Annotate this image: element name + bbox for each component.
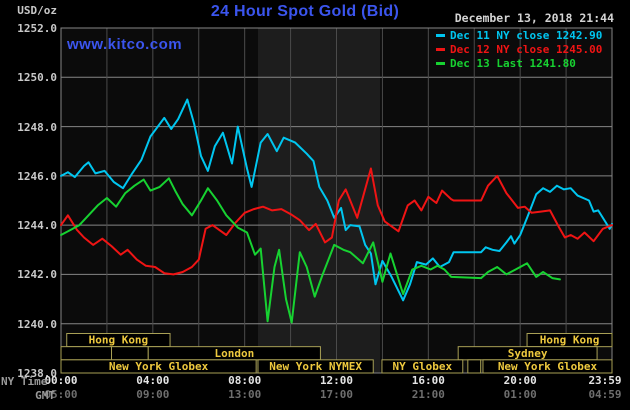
y-tick-label: 1242.0 <box>17 268 57 282</box>
nymex-session-band <box>257 28 381 373</box>
gmt-axis-caption: GMT <box>35 389 55 402</box>
legend-dash-icon <box>436 61 445 65</box>
session-box-new-york-globex <box>60 359 257 374</box>
session-label: New York Globex <box>498 360 598 373</box>
y-tick-label: 1252.0 <box>17 22 57 35</box>
session-label: Hong Kong <box>89 334 149 347</box>
chart-datetime: December 13, 2018 21:44 <box>454 11 614 25</box>
kitco-watermark-link[interactable]: www.kitco.com <box>67 36 183 53</box>
session-box-unlabeled <box>111 346 149 361</box>
ny-time-tick-label: 16:00 <box>411 374 445 387</box>
legend-label: Dec 11 NY close 1242.90 <box>450 28 603 42</box>
y-tick-label: 1240.0 <box>17 317 57 331</box>
gmt-time-tick-label: 04:59 <box>588 388 622 401</box>
y-tick-label: 1250.0 <box>17 71 57 85</box>
session-box-ny-globex <box>381 359 464 374</box>
session-label: NY Globex <box>393 360 453 373</box>
y-tick-label: 1246.0 <box>17 169 57 183</box>
legend-label: Dec 13 Last 1241.80 <box>450 56 576 70</box>
ny-time-tick-label: 20:00 <box>503 374 537 387</box>
y-tick-label: 1248.0 <box>17 120 57 134</box>
gmt-time-tick-label: 09:00 <box>136 388 170 401</box>
session-label: London <box>214 347 254 360</box>
y-tick-label: 1238.0 <box>17 367 57 380</box>
legend-row-1: Dec 12 NY close 1245.00 <box>436 42 626 56</box>
price-line-1 <box>60 167 613 276</box>
session-box-unlabeled <box>467 359 482 374</box>
y-tick-label: 1244.0 <box>17 219 57 233</box>
page-title: 24 Hour Spot Gold (Bid) <box>210 3 400 20</box>
ny-time-tick-label: 23:59 <box>588 374 622 387</box>
session-box-new-york-globex <box>482 359 613 374</box>
ny-time-tick-label: 00:00 <box>44 374 78 387</box>
session-box-new-york-nymex <box>257 359 374 374</box>
session-label: New York NYMEX <box>269 360 362 373</box>
session-label: Hong Kong <box>540 334 600 347</box>
y-axis-unit-label: USD/oz <box>17 4 57 17</box>
legend-row-2: Dec 13 Last 1241.80 <box>436 56 626 70</box>
gmt-time-tick-label: 17:00 <box>319 388 354 401</box>
session-box-unlabeled <box>60 346 113 361</box>
ny-time-tick-label: 08:00 <box>228 374 262 387</box>
gmt-time-tick-label: 01:00 <box>503 388 537 401</box>
legend: Dec 11 NY close 1242.90 Dec 12 NY close 1… <box>436 28 626 70</box>
legend-label: Dec 12 NY close 1245.00 <box>450 42 603 56</box>
gmt-time-tick-label: 13:00 <box>228 388 262 401</box>
legend-dash-icon <box>436 47 445 51</box>
ny-time-tick-label: 12:00 <box>319 374 354 387</box>
legend-row-0: Dec 11 NY close 1242.90 <box>436 28 626 42</box>
ny-time-axis-caption: NY Time <box>1 375 48 388</box>
legend-dash-icon <box>436 33 445 37</box>
gmt-time-tick-label: 21:00 <box>411 388 445 401</box>
price-line-2 <box>60 177 561 324</box>
session-label: New York Globex <box>109 360 209 373</box>
price-line-0 <box>60 98 613 302</box>
gmt-time-tick-label: 05:00 <box>44 388 78 401</box>
ny-time-tick-label: 04:00 <box>136 374 170 387</box>
session-label: Sydney <box>508 347 548 360</box>
